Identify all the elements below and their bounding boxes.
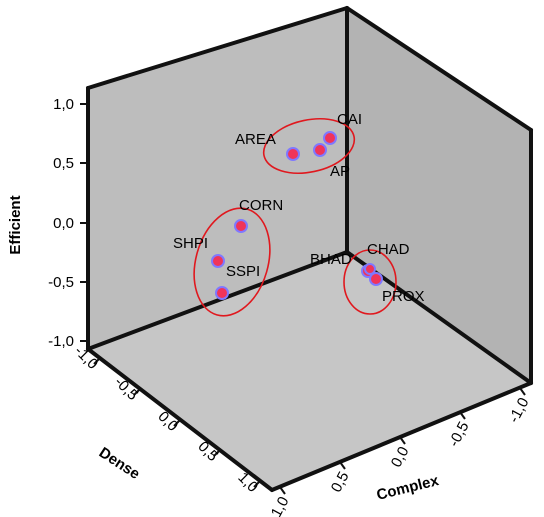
point-prox xyxy=(369,272,383,286)
complex-tick-5 xyxy=(519,387,526,396)
dense-tick-3 xyxy=(173,419,181,427)
point-ap xyxy=(313,143,327,157)
point-chad xyxy=(364,263,376,275)
dense-tick-2 xyxy=(133,388,141,396)
cluster-outlines xyxy=(193,118,397,317)
complex-tick-2 xyxy=(339,461,346,470)
efficient-axis-title: Efficient xyxy=(7,195,24,254)
complex-tick-1 xyxy=(279,486,286,495)
efficient-tick-label-1: 1,0 xyxy=(53,96,74,113)
floor xyxy=(88,252,531,490)
point-label-ap: AP xyxy=(330,163,350,180)
point-cai xyxy=(323,131,337,145)
point-label-cai: CAI xyxy=(337,111,362,128)
cluster-outline-left xyxy=(193,207,271,317)
dense-axis-title: Dense xyxy=(96,444,143,483)
complex-tick-label-3: 0,0 xyxy=(388,444,413,470)
point-label-prox: PROX xyxy=(382,288,425,305)
dense-tick-4 xyxy=(213,449,221,457)
complex-tick-4 xyxy=(459,411,466,420)
point-sspi xyxy=(215,286,229,300)
data-points xyxy=(211,131,383,300)
complex-tick-label-2: 0,5 xyxy=(328,469,353,495)
point-label-corn: CORN xyxy=(239,197,283,214)
efficient-tick-label-5: -1,0 xyxy=(48,333,74,350)
dense-tick-1 xyxy=(93,357,101,365)
edge-floor-back-left xyxy=(86,250,349,351)
point-label-bhad: BHAD xyxy=(310,251,352,268)
efficient-axis: 1,0 0,5 0,0 -0,5 -1,0 Efficient xyxy=(7,96,88,350)
complex-tick-3 xyxy=(399,436,406,445)
edge-floor-front-right xyxy=(270,381,533,492)
point-label-chad: CHAD xyxy=(367,241,410,258)
dense-tick-5 xyxy=(253,480,261,488)
complex-tick-label-5: -1,0 xyxy=(505,395,532,426)
point-label-sspi: SSPI xyxy=(226,263,260,280)
point-label-shpi: SHPI xyxy=(173,235,208,252)
edge-left-top xyxy=(86,6,349,90)
efficient-tick-label-2: 0,5 xyxy=(53,155,74,172)
complex-tick-label-1: 1,0 xyxy=(268,494,293,517)
point-label-area: AREA xyxy=(235,131,276,148)
cluster-outline-right xyxy=(343,249,397,315)
complex-tick-label-4: -0,5 xyxy=(445,419,472,450)
point-shpi xyxy=(211,254,225,268)
point-labels: AREA CAI AP CORN SHPI SSPI BHAD CHAD PRO… xyxy=(173,111,425,305)
plot-box xyxy=(86,6,533,492)
efficient-tick-label-3: 0,0 xyxy=(53,215,74,232)
efficient-tick-label-4: -0,5 xyxy=(48,274,74,291)
point-area xyxy=(286,147,300,161)
point-corn xyxy=(234,219,248,233)
edge-floor-front-left xyxy=(86,347,274,492)
complex-axis-title: Complex xyxy=(375,472,441,504)
cluster-outline-top xyxy=(262,118,356,174)
back-left-wall xyxy=(88,8,347,349)
edge-right-top xyxy=(345,6,533,132)
